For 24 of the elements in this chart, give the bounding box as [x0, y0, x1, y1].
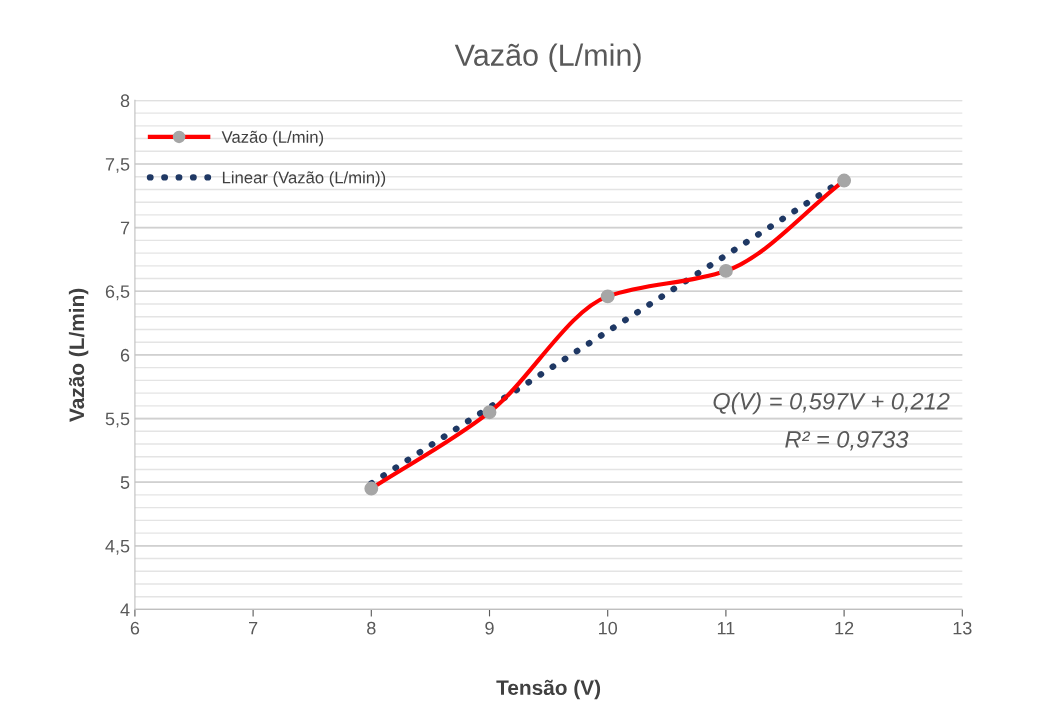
x-tick-label: 10 [599, 621, 618, 635]
y-tick-label: 7 [120, 221, 130, 235]
chart-title: Vazão (L/min) [454, 43, 641, 72]
y-tick-label: 4 [120, 603, 130, 616]
annotation: R² = 0,9733 [785, 431, 909, 451]
x-tick-label: 7 [249, 621, 258, 635]
legend-label: Vazão (L/min) [221, 130, 324, 147]
x-tick-label: 11 [717, 621, 735, 635]
x-tick-label: 13 [953, 621, 972, 635]
y-tick-label: 6 [120, 348, 130, 362]
annotation: Q(V) = 0,597V + 0,212 [713, 392, 950, 415]
y-axis-title: Vazão (L/min) [68, 288, 89, 422]
x-tick-label: 9 [485, 621, 494, 635]
y-tick-label: 6,5 [105, 285, 130, 301]
x-axis-title: Tensão (V) [496, 679, 601, 700]
y-tick-label: 8 [120, 94, 130, 108]
legend-label: Linear (Vazão (L/min)) [222, 171, 386, 187]
y-tick-label: 5,5 [105, 412, 130, 428]
y-tick-label: 4,5 [105, 539, 130, 555]
x-tick-label: 6 [130, 621, 140, 635]
x-tick-label: 8 [367, 621, 376, 635]
y-tick-label: 5 [120, 476, 130, 489]
x-tick-label: 12 [835, 621, 854, 635]
y-tick-label: 7,5 [105, 158, 130, 173]
